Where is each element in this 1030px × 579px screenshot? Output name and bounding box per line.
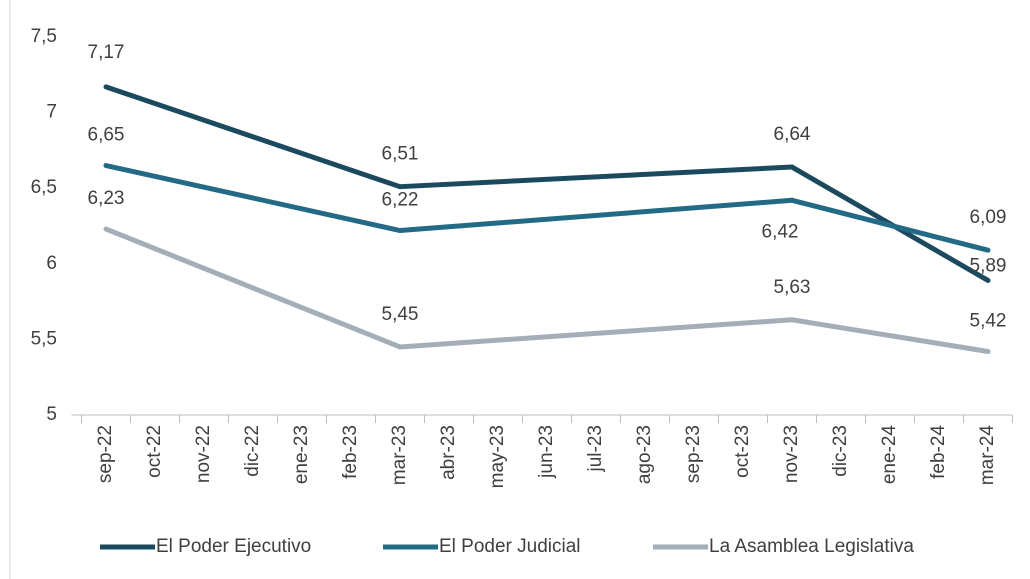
data-label: 6,42 [762, 221, 799, 242]
series-line [397, 197, 795, 234]
series-line [397, 317, 795, 350]
x-tick-label: sep-22 [95, 425, 116, 483]
x-tick-label: oct-22 [144, 425, 165, 478]
series-line [103, 226, 403, 350]
x-tick-label: mar-24 [977, 425, 998, 486]
x-tick-label: dic-23 [830, 425, 851, 477]
data-label: 5,89 [970, 255, 1007, 276]
x-tick-label: jun-23 [536, 425, 557, 479]
y-tick-label: 5 [46, 404, 57, 425]
x-tick-label: ene-23 [291, 425, 312, 484]
x-tick-label: ene-24 [879, 425, 900, 485]
x-tick-label: may-23 [487, 425, 508, 488]
x-tick-label: dic-22 [242, 425, 263, 477]
data-label: 5,63 [774, 277, 811, 298]
data-label: 6,64 [774, 124, 811, 145]
data-label: 6,09 [970, 207, 1007, 228]
data-label: 5,42 [970, 311, 1007, 332]
data-label: 6,51 [382, 144, 419, 165]
series-line [103, 84, 403, 190]
series-line [103, 163, 403, 234]
data-label: 5,45 [382, 304, 419, 325]
y-tick-label: 6 [46, 253, 57, 274]
series-line [397, 164, 795, 190]
x-tick-label: ago-23 [634, 425, 655, 484]
x-tick-label: feb-24 [928, 425, 949, 479]
x-tick-label: nov-22 [193, 425, 214, 483]
x-tick-label: nov-23 [781, 425, 802, 483]
y-tick-label: 6,5 [31, 177, 57, 198]
x-tick-label: mar-23 [389, 425, 410, 485]
y-tick-label: 5,5 [31, 328, 57, 349]
legend-label: La Asamblea Legislativa [709, 536, 914, 557]
x-tick-label: jul-23 [585, 425, 606, 472]
series-line [789, 317, 991, 354]
legend-label: El Poder Judicial [439, 536, 581, 557]
data-label: 6,65 [88, 125, 125, 146]
legend-label: El Poder Ejecutivo [156, 536, 311, 557]
data-label: 6,22 [382, 190, 419, 211]
series-line [789, 197, 991, 253]
x-tick-label: oct-23 [732, 425, 753, 478]
x-tick-label: abr-23 [438, 425, 459, 480]
data-label: 6,23 [88, 188, 125, 209]
x-tick-label: feb-23 [340, 425, 361, 479]
x-tick-label: sep-23 [683, 425, 704, 483]
y-tick-label: 7 [46, 102, 57, 123]
data-label: 7,17 [88, 42, 125, 63]
y-tick-label: 7,5 [31, 26, 57, 47]
